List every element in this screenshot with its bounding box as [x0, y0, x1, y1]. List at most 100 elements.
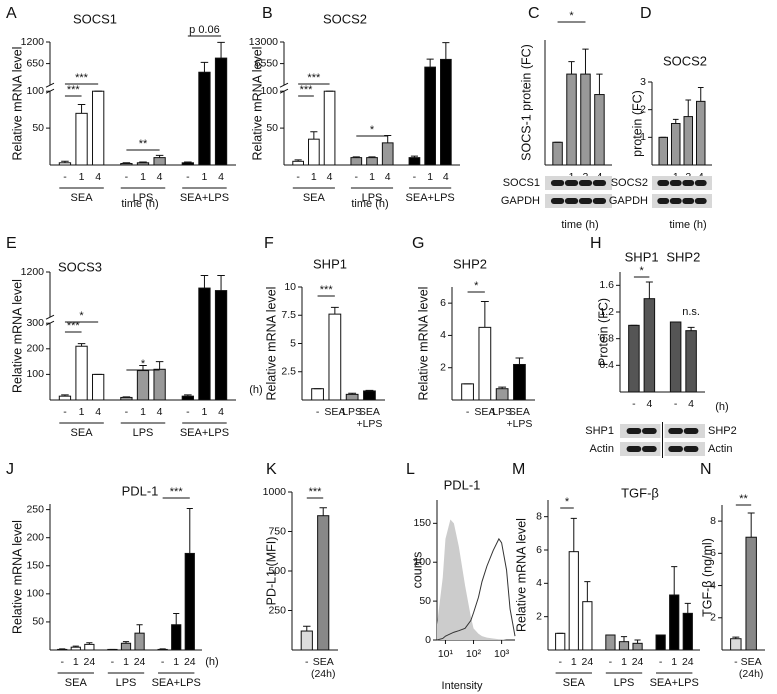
bar — [408, 157, 421, 166]
blot-band — [626, 446, 642, 452]
x-tick-label: SEA — [324, 406, 345, 418]
blot-band — [564, 198, 579, 204]
blot-band — [669, 198, 682, 204]
annotation: ** — [139, 138, 148, 150]
bar — [311, 388, 324, 401]
x-tick-label: - — [632, 398, 636, 410]
x-axis-title: time (h) — [121, 198, 158, 210]
x-tick-label: 1 — [311, 171, 317, 183]
y-tick-label: 250 — [268, 604, 286, 616]
y-tick-label: 0.8 — [599, 332, 614, 344]
x-tick-label: 1 — [140, 406, 146, 418]
y-axis-title: Relative mRNA level — [10, 520, 24, 634]
blot-band — [592, 198, 607, 204]
y-axis-title: counts — [410, 552, 424, 589]
x-tick-label: 4 — [327, 171, 333, 183]
y-tick-label: 150 — [413, 517, 431, 529]
blot-strip — [652, 194, 712, 208]
bar — [440, 58, 452, 166]
blot-label: SHP2 — [708, 425, 737, 437]
x-tick-label: - — [186, 171, 190, 183]
error-bar — [61, 160, 69, 163]
y-tick-label: 2.5 — [281, 366, 296, 378]
error-bar — [697, 87, 704, 102]
x-axis-title: (h) — [715, 401, 728, 413]
axis-break — [279, 82, 289, 88]
blot-band — [550, 180, 565, 186]
y-tick-label: 1 — [640, 131, 646, 143]
y-tick-label: 8 — [710, 515, 716, 527]
bar — [461, 383, 474, 401]
annotation: *** — [67, 320, 81, 332]
error-bar — [139, 161, 147, 163]
x-tick-label: 24 — [682, 656, 694, 668]
blot-label: SOCS2 — [611, 177, 648, 189]
error-bar — [173, 613, 180, 625]
blot-band — [682, 198, 695, 204]
chart-title: SOCS1 — [73, 11, 117, 26]
group-label: LPS — [116, 677, 137, 689]
y-axis-title: Relative mRNA level — [264, 287, 278, 401]
error-bar — [568, 61, 575, 75]
annotation: *** — [170, 486, 184, 498]
group-label: LPS — [133, 427, 154, 439]
error-bar — [319, 507, 327, 516]
group-label: SEA+LPS — [180, 427, 229, 439]
axis-break — [45, 82, 55, 88]
y-tick-label: 1200 — [21, 36, 45, 48]
y-tick-label: 0.4 — [599, 359, 614, 371]
y-tick-label: 7.5 — [281, 309, 296, 321]
blot-band — [668, 428, 683, 434]
panel-label: L — [406, 461, 415, 478]
y-axis-title: Relative mRNA level — [10, 279, 24, 393]
x-tick-label: 1 — [79, 406, 85, 418]
panel-label: B — [262, 5, 273, 22]
bar — [292, 160, 304, 166]
panel-label: K — [266, 461, 277, 478]
annotation: * — [639, 265, 644, 277]
group-label: LPS — [362, 192, 383, 204]
x-tick-label: 10¹ — [438, 648, 454, 660]
y-tick-label: 750 — [268, 525, 286, 537]
y-tick-label: 100 — [260, 85, 278, 97]
y-axis-title: Relative mRNA level — [416, 287, 430, 401]
panel-label: F — [264, 235, 274, 252]
blot-band — [683, 428, 699, 434]
y-tick-label: 13000 — [249, 36, 278, 48]
error-bar — [368, 156, 376, 158]
panel-label: A — [6, 5, 17, 22]
x-tick-label: - — [355, 171, 359, 183]
group-label: SEA+LPS — [650, 677, 699, 689]
bar — [685, 330, 697, 393]
x-tick-label: 1 — [123, 656, 129, 668]
bar — [683, 116, 693, 166]
bar — [605, 634, 616, 651]
histogram-line — [436, 537, 516, 641]
panel-label: M — [512, 461, 525, 478]
annotation: * — [79, 310, 84, 322]
y-tick-label: 0 — [425, 634, 431, 646]
error-bar — [217, 41, 225, 59]
x-tick-label: SEA (24h) — [739, 656, 764, 680]
blot-band — [683, 446, 699, 452]
y-tick-label: 1.2 — [599, 306, 614, 318]
error-bar — [122, 641, 130, 644]
error-bar — [732, 636, 740, 639]
blot-label: SOCS1 — [503, 177, 540, 189]
annotation: * — [565, 496, 570, 508]
bar — [198, 287, 211, 401]
error-bar — [155, 154, 164, 158]
y-axis-title: TGF-β (ng/ml) — [700, 538, 714, 617]
x-tick-label: - — [609, 656, 613, 668]
bar — [120, 163, 133, 166]
y-tick-label: 50 — [419, 595, 431, 607]
x-tick-label: 4 — [218, 406, 224, 418]
x-tick-label: 1 — [369, 171, 375, 183]
y-tick-label: 1000 — [263, 486, 287, 498]
bar — [214, 57, 228, 166]
group-label: SEA — [71, 192, 94, 204]
x-tick-label: - — [558, 656, 562, 668]
error-bar — [634, 639, 641, 644]
bar — [323, 90, 336, 166]
x-tick-label: - — [413, 171, 417, 183]
